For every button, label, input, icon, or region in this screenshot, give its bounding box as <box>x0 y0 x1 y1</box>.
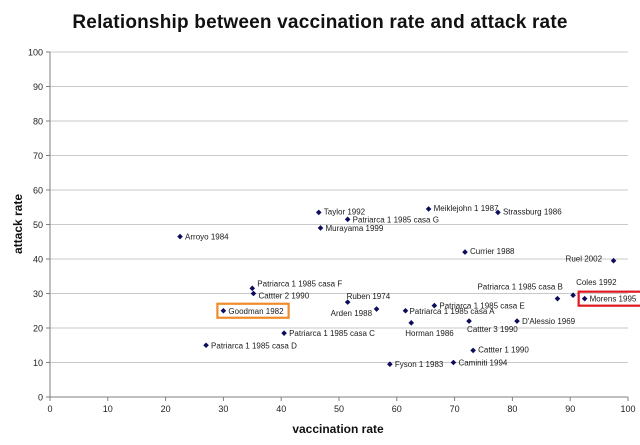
y-tick-label: 0 <box>38 393 43 403</box>
point-label: Horman 1986 <box>405 329 454 338</box>
point-label: Caminiti 1994 <box>458 359 507 368</box>
data-point <box>514 318 520 324</box>
data-point <box>344 299 351 305</box>
x-tick-label: 80 <box>507 404 517 414</box>
point-label: Patriarca 1 1985 casa F <box>257 279 342 288</box>
y-tick-label: 40 <box>33 255 43 265</box>
highlight-box-orange <box>216 302 290 319</box>
point-label: Cattter 1 1990 <box>478 345 529 354</box>
gridlines <box>50 51 628 363</box>
data-point <box>281 330 287 336</box>
point-label: Meiklejohn 1 1987 <box>434 204 499 213</box>
point-label: Cattter 2 1990 <box>258 292 309 301</box>
tick-labels: 0 10 20 30 40 50 60 70 80 90 100 0 10 20 30 40 50 60 70 80 9… <box>28 48 636 415</box>
point-label: Patriarca 1 1985 casa C <box>289 329 375 338</box>
data-point <box>402 307 409 314</box>
data-point <box>250 290 257 297</box>
data-point <box>249 285 256 292</box>
point-label: Fyson 1 1983 <box>395 360 444 369</box>
y-tick-label: 60 <box>33 186 43 196</box>
point-label: Patriarca 1 1985 casa A <box>409 307 495 316</box>
data-points <box>177 206 617 368</box>
x-tick-label: 70 <box>450 404 460 414</box>
y-tick-label: 80 <box>33 117 43 127</box>
data-point <box>408 320 415 326</box>
point-label: Patriarca 1 1985 casa G <box>353 215 439 224</box>
x-tick-label: 90 <box>565 404 575 414</box>
point-label: Goodman 1982 <box>228 307 284 316</box>
x-tick-label: 30 <box>218 404 228 414</box>
data-point <box>317 225 324 231</box>
x-tick-label: 40 <box>276 404 286 414</box>
point-label: Currier 1988 <box>470 247 515 256</box>
x-tick-label: 0 <box>47 404 52 414</box>
point-label: Coles 1992 <box>576 278 617 287</box>
y-tick-label: 70 <box>33 151 43 161</box>
point-label: Patriarca 1 1985 casa E <box>439 302 524 311</box>
point-label: Ruel 2002 <box>566 255 603 264</box>
data-point <box>373 306 380 312</box>
x-tick-label: 100 <box>620 404 635 414</box>
point-label: D'Alessio 1969 <box>522 317 576 326</box>
x-tick-label: 10 <box>103 404 113 414</box>
point-label: Patriarca 1 1985 casa D <box>211 341 297 350</box>
data-point <box>570 292 576 299</box>
point-label: Strassburg 1986 <box>503 207 562 216</box>
data-point <box>315 209 322 216</box>
data-point <box>387 361 393 368</box>
data-point <box>495 209 501 216</box>
x-axis-label: vaccination rate <box>292 422 384 436</box>
point-label: Morens 1995 <box>590 295 637 304</box>
y-axis-label: attack rate <box>11 194 25 254</box>
y-tick-label: 30 <box>33 289 43 299</box>
data-point <box>177 233 183 240</box>
point-label: Ruben 1974 <box>347 292 391 301</box>
data-point <box>431 302 438 309</box>
data-point <box>425 206 432 212</box>
point-label: Murayama 1999 <box>326 224 384 233</box>
y-tick-label: 50 <box>33 220 43 230</box>
data-point <box>450 359 457 366</box>
data-point <box>203 342 209 349</box>
data-point <box>470 347 476 354</box>
data-point <box>581 295 588 302</box>
data-point <box>466 318 472 324</box>
data-point <box>344 216 351 223</box>
data-point <box>462 249 468 255</box>
axes <box>46 51 629 401</box>
x-tick-label: 60 <box>392 404 402 414</box>
chart-title: Relationship between vaccination rate an… <box>72 12 568 33</box>
point-label: Patriarca 1 1985 casa B <box>477 283 562 292</box>
y-tick-label: 10 <box>33 358 43 368</box>
y-tick-label: 100 <box>28 48 43 58</box>
point-label: Arden 1988 <box>331 309 373 318</box>
data-point <box>220 307 227 314</box>
x-tick-label: 20 <box>161 404 171 414</box>
point-label: Cattter 3 1990 <box>467 325 518 334</box>
point-label: Arroyo 1984 <box>185 233 229 242</box>
highlight-boxes <box>216 290 640 319</box>
y-tick-label: 20 <box>33 324 43 334</box>
highlight-box-red <box>577 290 640 307</box>
data-point <box>610 257 617 264</box>
x-tick-label: 50 <box>334 404 344 414</box>
point-label: Taylor 1992 <box>324 207 366 216</box>
data-point <box>554 295 561 302</box>
y-tick-label: 90 <box>33 82 43 92</box>
